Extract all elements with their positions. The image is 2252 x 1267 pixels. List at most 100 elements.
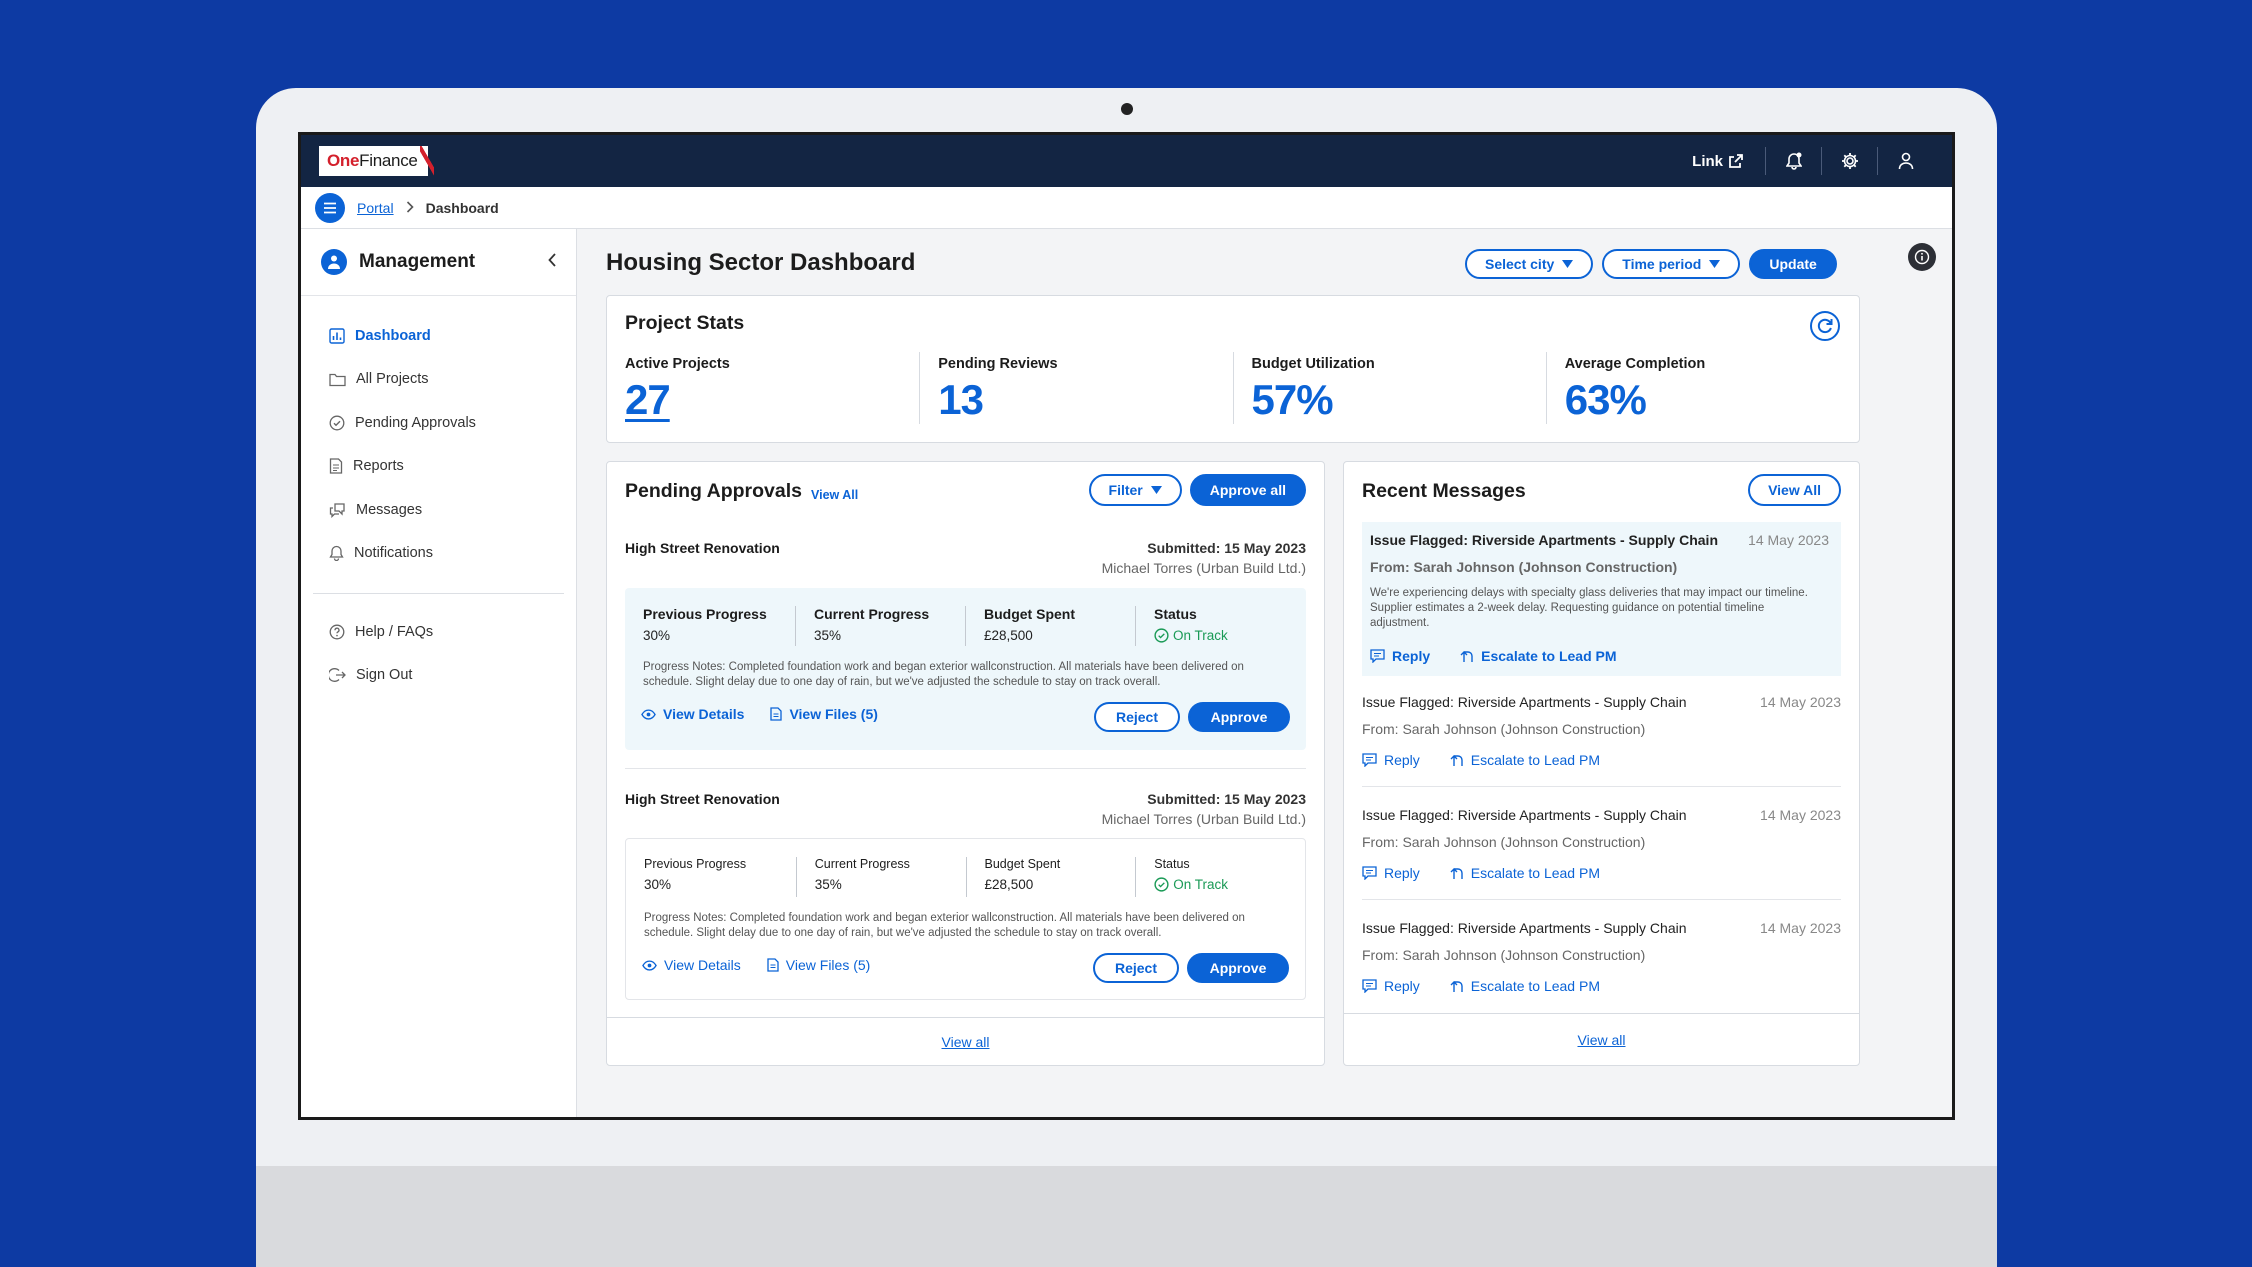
message-item[interactable]: Issue Flagged: Riverside Apartments - Su… (1362, 522, 1841, 676)
external-link-icon (1729, 154, 1743, 168)
escalate-link[interactable]: Escalate to Lead PM (1450, 978, 1600, 994)
sidebar-item-label: Notifications (354, 545, 433, 562)
project-stats-card: Project Stats Active Projects 27 Pending… (606, 295, 1860, 443)
view-files-link[interactable]: View Files (5) (770, 706, 878, 722)
previous-progress: Previous Progress 30% (625, 606, 795, 646)
message-from: From: Sarah Johnson (Johnson Constructio… (1362, 834, 1646, 850)
view-details-link[interactable]: View Details (641, 706, 744, 722)
laptop-base (256, 1166, 1997, 1267)
approve-button[interactable]: Approve (1187, 953, 1289, 983)
approve-all-button[interactable]: Approve all (1189, 474, 1306, 506)
message-from: From: Sarah Johnson (Johnson Constructio… (1362, 947, 1646, 963)
message-item[interactable]: Issue Flagged: Riverside Apartments - Su… (1362, 920, 1841, 1000)
select-city-dropdown[interactable]: Select city (1465, 249, 1594, 279)
info-icon (1914, 249, 1930, 265)
time-period-dropdown[interactable]: Time period (1602, 249, 1741, 279)
reject-button[interactable]: Reject (1094, 702, 1180, 732)
message-date: 14 May 2023 (1760, 807, 1841, 823)
stat-value[interactable]: 27 (625, 376, 671, 423)
sidebar-item-pending-approvals[interactable]: Pending Approvals (301, 401, 576, 445)
approval-submitter: Michael Torres (Urban Build Ltd.) (1101, 811, 1306, 827)
message-divider (1362, 786, 1841, 787)
reply-label: Reply (1384, 752, 1420, 768)
settings-button[interactable] (1822, 147, 1878, 175)
approval-submitted-date: Submitted: 15 May 2023 (1147, 791, 1306, 807)
sidebar-item-messages[interactable]: Messages (301, 488, 576, 532)
notifications-button[interactable] (1766, 147, 1822, 175)
status: Status On Track (1135, 857, 1305, 897)
top-header: One Finance Link (301, 135, 1952, 187)
user-icon (1898, 152, 1914, 170)
reject-button[interactable]: Reject (1093, 953, 1179, 983)
view-details-link[interactable]: View Details (642, 957, 741, 973)
onefinance-logo[interactable]: One Finance (319, 146, 434, 176)
stat-budget-utilization: Budget Utilization 57% (1232, 352, 1546, 424)
progress-value: 35% (814, 877, 842, 892)
escalate-icon (1450, 981, 1463, 992)
stats-row: Active Projects 27 Pending Reviews 13 Bu… (607, 352, 1859, 424)
recent-messages-card: Recent Messages View All Issue Flagged: … (1343, 461, 1860, 1066)
sidebar-item-all-projects[interactable]: All Projects (301, 358, 576, 402)
progress-label: Budget Spent (984, 606, 1075, 622)
message-date: 14 May 2023 (1760, 920, 1841, 936)
reply-link[interactable]: Reply (1370, 648, 1430, 664)
refresh-button[interactable] (1809, 310, 1841, 347)
external-link[interactable]: Link (1670, 147, 1766, 175)
sidebar-title: Management (359, 251, 476, 272)
sidebar-item-reports[interactable]: Reports (301, 445, 576, 489)
stat-value: 63% (1564, 376, 1647, 423)
messages-view-all-footer[interactable]: View all (1344, 1013, 1859, 1065)
sidebar-item-notifications[interactable]: Notifications (301, 532, 576, 576)
menu-button[interactable] (315, 192, 345, 223)
view-files-link[interactable]: View Files (5) (767, 957, 870, 973)
escalate-link[interactable]: Escalate to Lead PM (1450, 752, 1600, 768)
approvals-view-all-footer[interactable]: View all (607, 1017, 1324, 1065)
escalate-label: Escalate to Lead PM (1470, 978, 1600, 994)
progress-notes: Progress Notes: Completed foundation wor… (643, 661, 1244, 688)
user-button[interactable] (1878, 147, 1934, 175)
sidebar-item-dashboard[interactable]: Dashboard (301, 314, 576, 358)
logo-text-finance: Finance (359, 151, 418, 170)
progress-label: Current Progress (814, 606, 930, 622)
reply-link[interactable]: Reply (1362, 752, 1420, 768)
info-button[interactable] (1908, 243, 1936, 271)
message-item[interactable]: Issue Flagged: Riverside Apartments - Su… (1362, 694, 1841, 774)
view-files-label: View Files (5) (789, 706, 878, 722)
management-avatar-icon (321, 249, 347, 275)
breadcrumb-portal-link[interactable]: Portal (357, 199, 394, 216)
progress-value: £28,500 (984, 877, 1034, 892)
sidebar-item-help[interactable]: Help / FAQs (301, 610, 576, 654)
message-actions: Reply Escalate to Lead PM (1362, 865, 1600, 881)
escalate-link[interactable]: Escalate to Lead PM (1450, 865, 1600, 881)
stat-value: 57% (1251, 376, 1334, 423)
message-title: Issue Flagged: Riverside Apartments - Su… (1370, 532, 1718, 548)
sidebar-item-sign-out[interactable]: Sign Out (301, 654, 576, 698)
sidebar-item-label: Pending Approvals (355, 414, 476, 431)
current-progress: Current Progress 35% (795, 606, 965, 646)
page-title: Housing Sector Dashboard (606, 249, 916, 276)
approval-submitter: Michael Torres (Urban Build Ltd.) (1101, 560, 1306, 576)
escalate-icon (1450, 755, 1463, 766)
sidebar-header: Management (301, 229, 576, 296)
chevron-left-icon[interactable] (548, 252, 556, 272)
reply-link[interactable]: Reply (1362, 865, 1420, 881)
caret-down-icon (1150, 486, 1162, 494)
eye-icon (642, 959, 657, 971)
approvals-view-all-link[interactable]: View All (811, 488, 859, 502)
message-body: We're experiencing delays with specialty… (1370, 587, 1808, 629)
reply-icon (1370, 649, 1385, 663)
escalate-link[interactable]: Escalate to Lead PM (1460, 648, 1617, 664)
stat-average-completion: Average Completion 63% (1545, 352, 1859, 424)
main-content: Housing Sector Dashboard Select city Tim… (578, 229, 1952, 1117)
time-period-label: Time period (1622, 256, 1702, 272)
message-item[interactable]: Issue Flagged: Riverside Apartments - Su… (1362, 807, 1841, 887)
reply-link[interactable]: Reply (1362, 978, 1420, 994)
status-badge: On Track (1154, 877, 1305, 892)
messages-view-all-button[interactable]: View All (1748, 474, 1841, 506)
chevron-right-icon (406, 200, 414, 216)
filter-dropdown[interactable]: Filter (1088, 474, 1182, 506)
update-button[interactable]: Update (1749, 249, 1837, 279)
approve-button[interactable]: Approve (1188, 702, 1290, 732)
check-circle-icon (329, 415, 345, 431)
sidebar-item-label: Reports (353, 458, 404, 475)
